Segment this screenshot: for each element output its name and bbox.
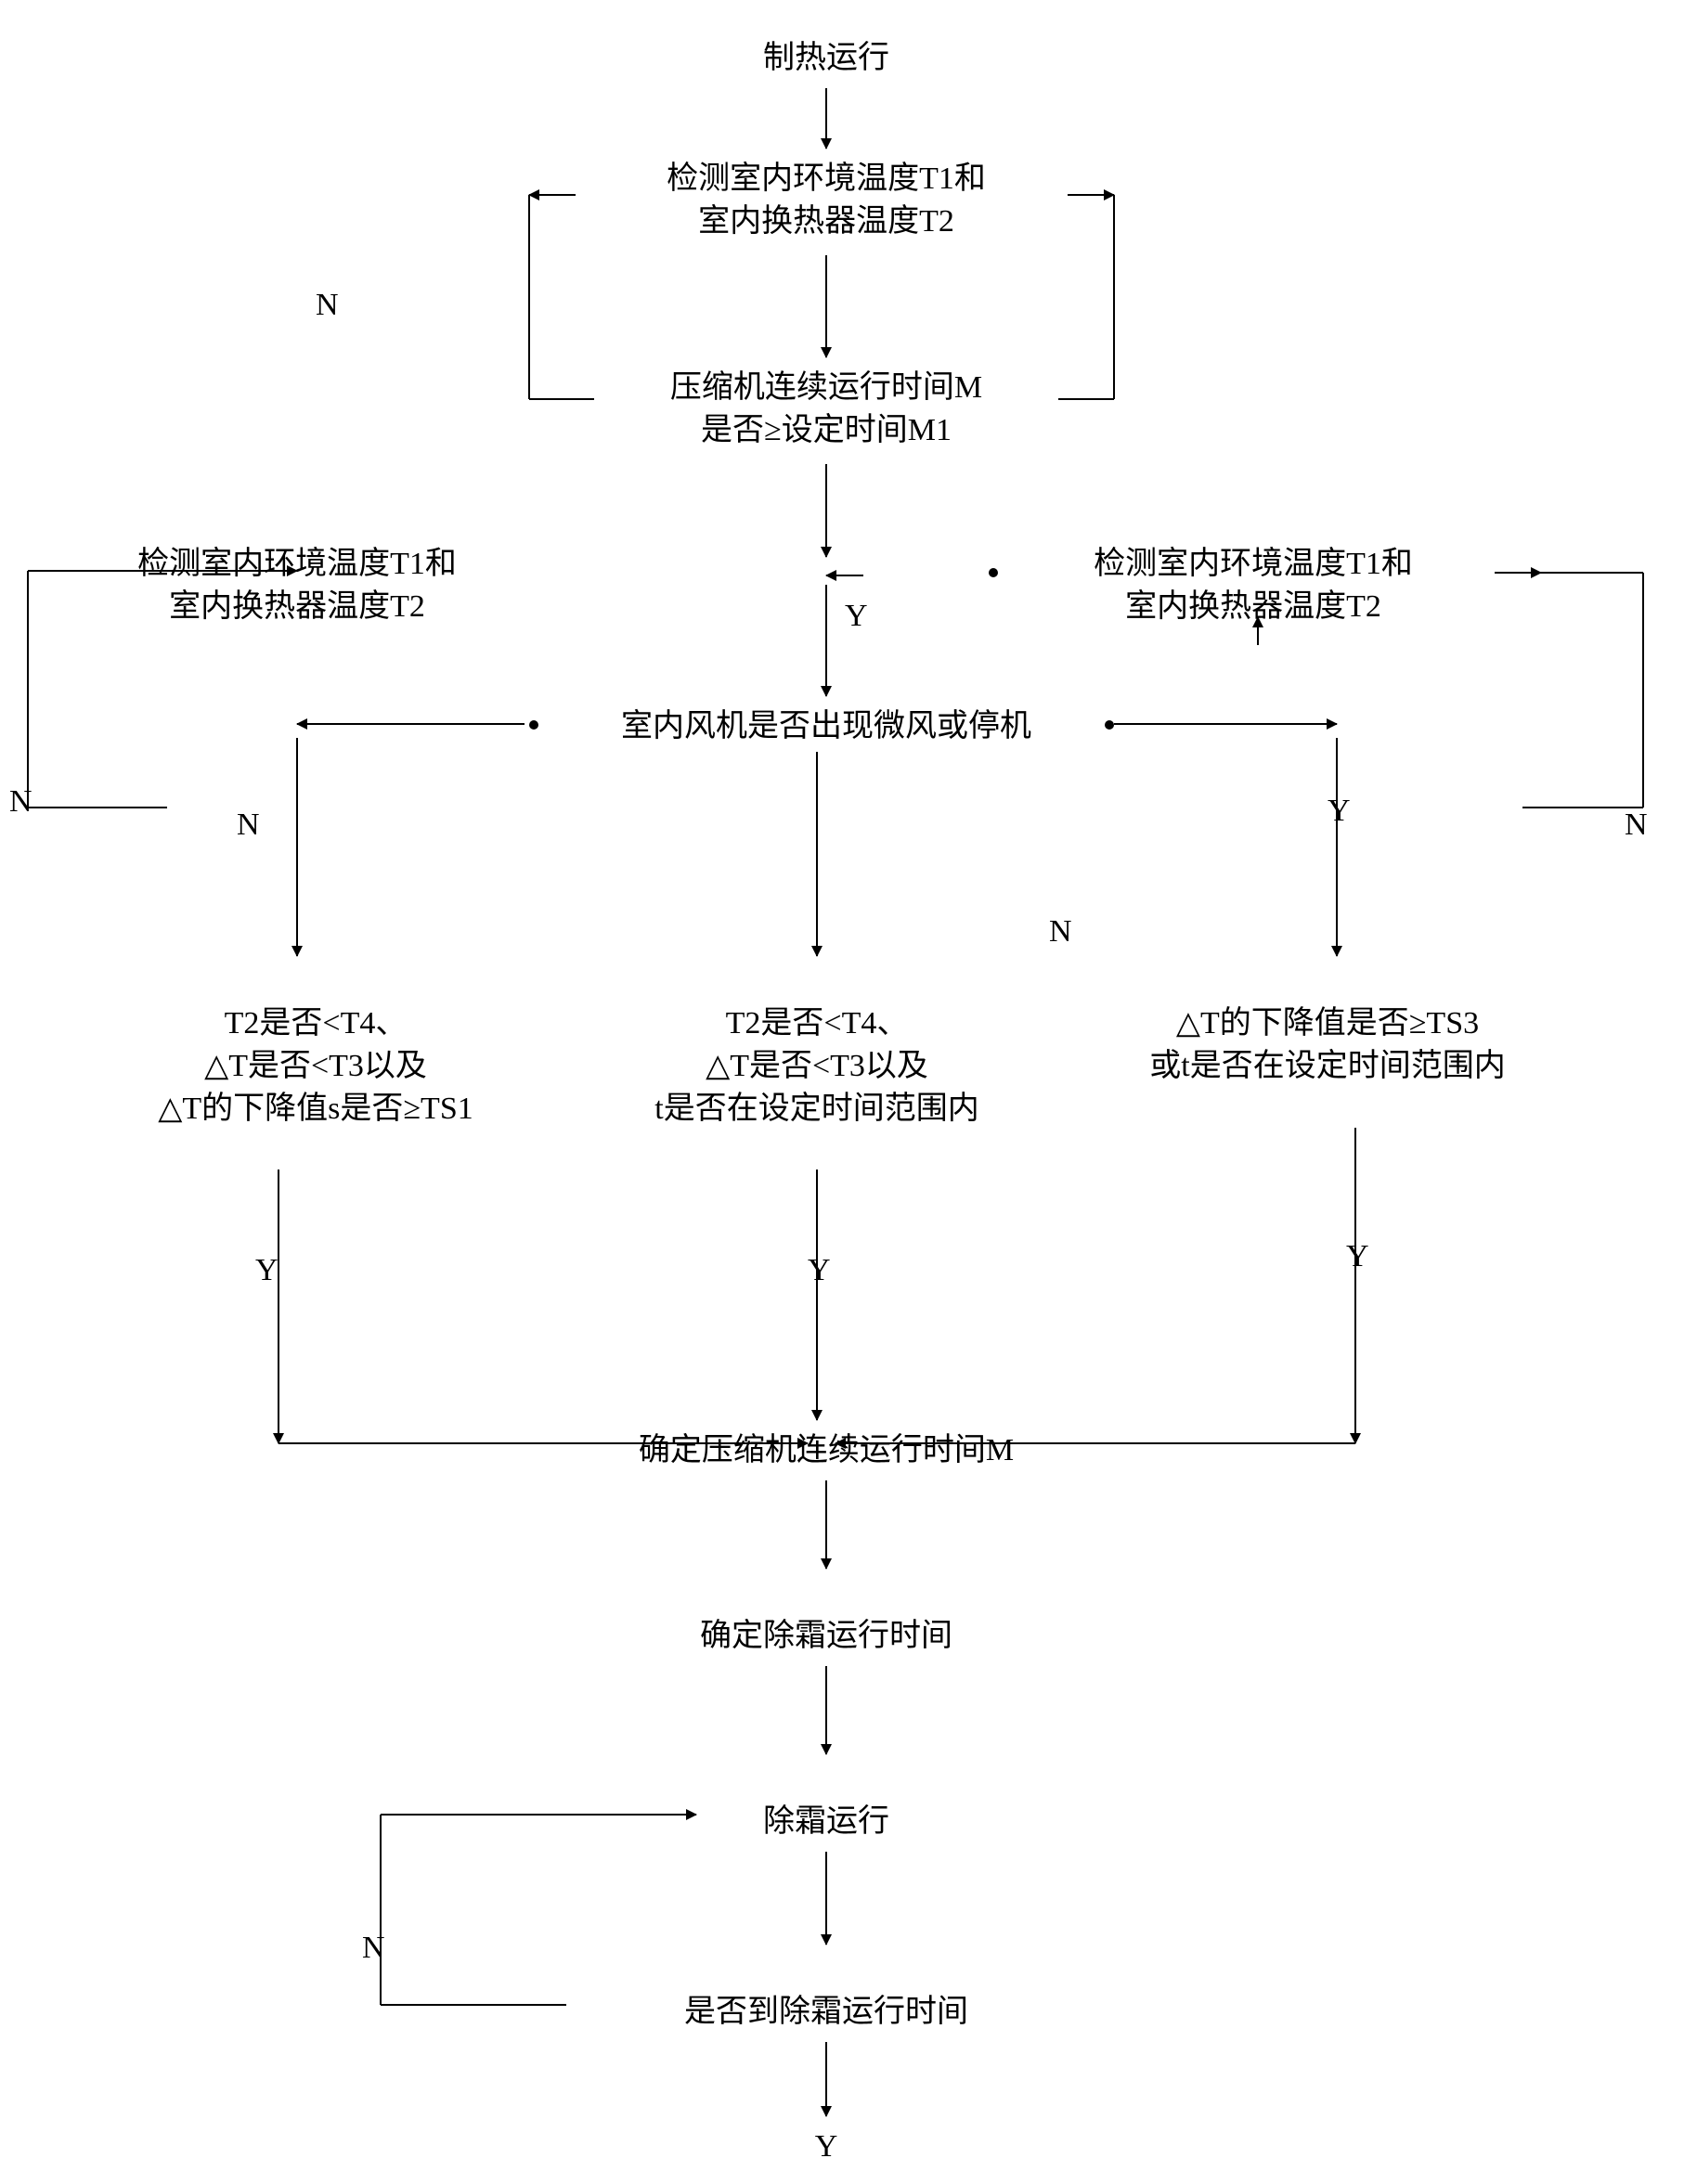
- flow-node-cond_right: △T的下降值是否≥TS3 或t是否在设定时间范围内: [1086, 1002, 1569, 1088]
- flow-node-det_M: 确定压缩机连续运行时间M: [566, 1429, 1086, 1472]
- branch-label-Y_mid: Y: [845, 599, 868, 634]
- flowchart-canvas: 制热运行检测室内环境温度T1和 室内换热器温度T2 压缩机连续运行时间M 是否≥设…: [0, 0, 1697, 2184]
- branch-label-N_center: N: [1049, 914, 1072, 950]
- branch-label-N_bottom: N: [362, 1931, 385, 1966]
- branch-label-Y_right2: Y: [1346, 1239, 1369, 1274]
- branch-label-N_far_left: N: [9, 784, 32, 820]
- branch-label-N_top: N: [316, 288, 339, 323]
- flow-node-detect_top: 检测室内环境温度T1和 室内换热器温度T2: [594, 158, 1058, 243]
- flow-node-detect_left: 检测室内环境温度T1和 室内换热器温度T2: [65, 543, 529, 628]
- flow-node-detect_right: 检测室内环境温度T1和 室内换热器温度T2: [1021, 543, 1485, 628]
- flow-node-defrost: 除霜运行: [706, 1801, 947, 1843]
- flow-node-comp_M: 压缩机连续运行时间M 是否≥设定时间M1: [603, 367, 1049, 452]
- flow-node-bottom_Y: Y: [789, 2126, 863, 2168]
- flow-node-cond_left: T2是否<T4、 △T是否<T3以及 △T的下降值s是否≥TS1: [102, 1002, 529, 1131]
- branch-label-Y_right: Y: [1328, 794, 1351, 829]
- branch-label-N_far_right: N: [1625, 808, 1648, 843]
- branch-label-Y_left: Y: [255, 1253, 279, 1288]
- flow-node-fan_stop: 室内风机是否出现微风或停机: [548, 705, 1105, 748]
- branch-label-N_left2: N: [237, 808, 260, 843]
- flow-node-det_defrost: 确定除霜运行时间: [631, 1615, 1021, 1658]
- flow-node-start: 制热运行: [724, 37, 928, 80]
- flow-node-reach_time: 是否到除霜运行时间: [585, 1991, 1068, 2034]
- flow-node-cond_mid: T2是否<T4、 △T是否<T3以及 t是否在设定时间范围内: [613, 1002, 1021, 1131]
- branch-label-Y_center: Y: [808, 1253, 831, 1288]
